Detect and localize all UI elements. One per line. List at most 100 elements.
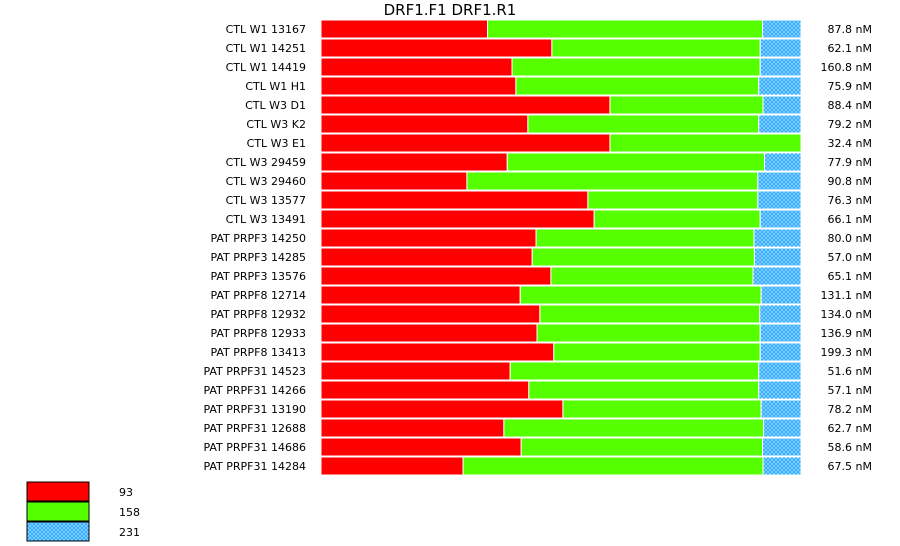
bar-segment-93 [320,209,595,229]
concentration-label: 160.8 nM [821,61,872,74]
row-label: PAT PRPF31 14686 [203,441,306,454]
row-label: PAT PRPF8 12933 [210,327,306,340]
bar-segment-93 [320,95,611,115]
legend-item: 231 [26,521,140,542]
bar-segment-93 [320,285,521,305]
legend-item: 158 [26,501,140,522]
concentration-label: 66.1 nM [828,213,872,226]
bar-segment-158 [587,190,759,210]
bar-row: PAT PRPF31 13190 78.2 nM [203,399,872,419]
bar-segment-231 [757,171,802,191]
bar-row: CTL W3 13577 76.3 nM [226,190,872,210]
bar-row: PAT PRPF8 13413 199.3 nM [210,342,872,362]
bar-segment-158 [562,399,762,419]
bar-segment-93 [320,247,533,267]
bar-segment-93 [320,152,508,172]
concentration-label: 62.7 nM [828,422,872,435]
legend: 93 158 231 [26,481,140,542]
bar-segment-231 [758,361,802,381]
row-label: CTL W3 E1 [247,137,306,150]
concentration-label: 131.1 nM [821,289,872,302]
bar-segment-231 [753,247,802,267]
bar-segment-231 [762,456,802,476]
concentration-label: 90.8 nM [828,175,872,188]
bar-row: CTL W3 E1 32.4 nM [247,133,872,153]
bar-segment-231 [757,190,802,210]
bar-row: PAT PRPF31 14266 57.1 nM [203,380,872,400]
bar-segment-158 [535,228,755,248]
bar-segment-93 [320,304,541,324]
bar-row: CTL W3 29460 90.8 nM [226,171,872,191]
bar-row: PAT PRPF31 14686 58.6 nM [203,437,872,457]
bar-segment-231 [764,152,802,172]
row-label: PAT PRPF31 13190 [203,403,306,416]
row-label: CTL W1 14251 [226,42,306,55]
bar-segment-231 [759,38,802,58]
legend-item: 93 [26,481,133,502]
legend-label: 231 [119,526,140,539]
bar-segment-93 [320,361,511,381]
bar-segment-231 [758,380,802,400]
row-label: PAT PRPF31 14523 [203,365,306,378]
concentration-label: 78.2 nM [828,403,872,416]
bar-segment-231 [758,114,802,134]
bar-segment-93 [320,323,538,343]
concentration-label: 62.1 nM [828,42,872,55]
concentration-label: 79.2 nM [828,118,872,131]
bar-row: CTL W3 13491 66.1 nM [226,209,872,229]
bar-segment-231 [759,57,802,77]
row-label: PAT PRPF3 14250 [210,232,306,245]
bar-segment-158 [527,114,760,134]
concentration-label: 65.1 nM [828,270,872,283]
bar-segment-231 [762,95,802,115]
bar-segment-158 [539,304,761,324]
legend-label: 158 [119,506,140,519]
row-label: PAT PRPF8 12714 [210,289,306,302]
bar-row: CTL W3 29459 77.9 nM [226,152,872,172]
concentration-label: 88.4 nM [828,99,872,112]
bar-segment-158 [609,95,764,115]
bar-segment-231 [762,19,802,39]
bar-row: PAT PRPF31 14284 67.5 nM [203,456,872,476]
row-label: PAT PRPF31 14284 [203,460,306,473]
bar-segment-158 [519,285,762,305]
legend-swatch [26,501,90,522]
row-label: PAT PRPF8 13413 [210,346,306,359]
legend-label: 93 [119,486,133,499]
bar-row: PAT PRPF3 13576 65.1 nM [210,266,872,286]
concentration-label: 75.9 nM [828,80,872,93]
row-label: PAT PRPF3 14285 [210,251,306,264]
bar-segment-158 [520,437,764,457]
bar-segment-158 [506,152,766,172]
bar-segment-158 [593,209,761,229]
row-label: CTL W3 13491 [226,213,306,226]
row-label: CTL W3 29460 [226,175,306,188]
row-label: CTL W1 H1 [245,80,306,93]
bar-segment-231 [759,209,802,229]
bar-row: PAT PRPF8 12932 134.0 nM [210,304,872,324]
row-label: PAT PRPF31 14266 [203,384,306,397]
bar-row: PAT PRPF31 14523 51.6 nM [203,361,872,381]
bar-row: PAT PRPF31 12688 62.7 nM [203,418,872,438]
bar-segment-158 [462,456,764,476]
bar-segment-158 [536,323,761,343]
concentration-label: 87.8 nM [828,23,872,36]
bar-segment-93 [320,456,464,476]
bar-row: CTL W1 14251 62.1 nM [226,38,872,58]
bar-segment-231 [758,76,802,96]
row-label: CTL W3 29459 [226,156,306,169]
bar-segment-93 [320,228,537,248]
bar-segment-93 [320,19,489,39]
row-label: CTL W3 K2 [246,118,306,131]
concentration-label: 76.3 nM [828,194,872,207]
bar-segment-231 [759,342,802,362]
bar-segment-93 [320,342,555,362]
legend-swatch [26,521,90,542]
row-label: PAT PRPF31 12688 [203,422,306,435]
bar-segment-93 [320,171,468,191]
bar-row: PAT PRPF3 14250 80.0 nM [210,228,872,248]
bar-segment-93 [320,399,564,419]
bar-segment-158 [550,266,754,286]
